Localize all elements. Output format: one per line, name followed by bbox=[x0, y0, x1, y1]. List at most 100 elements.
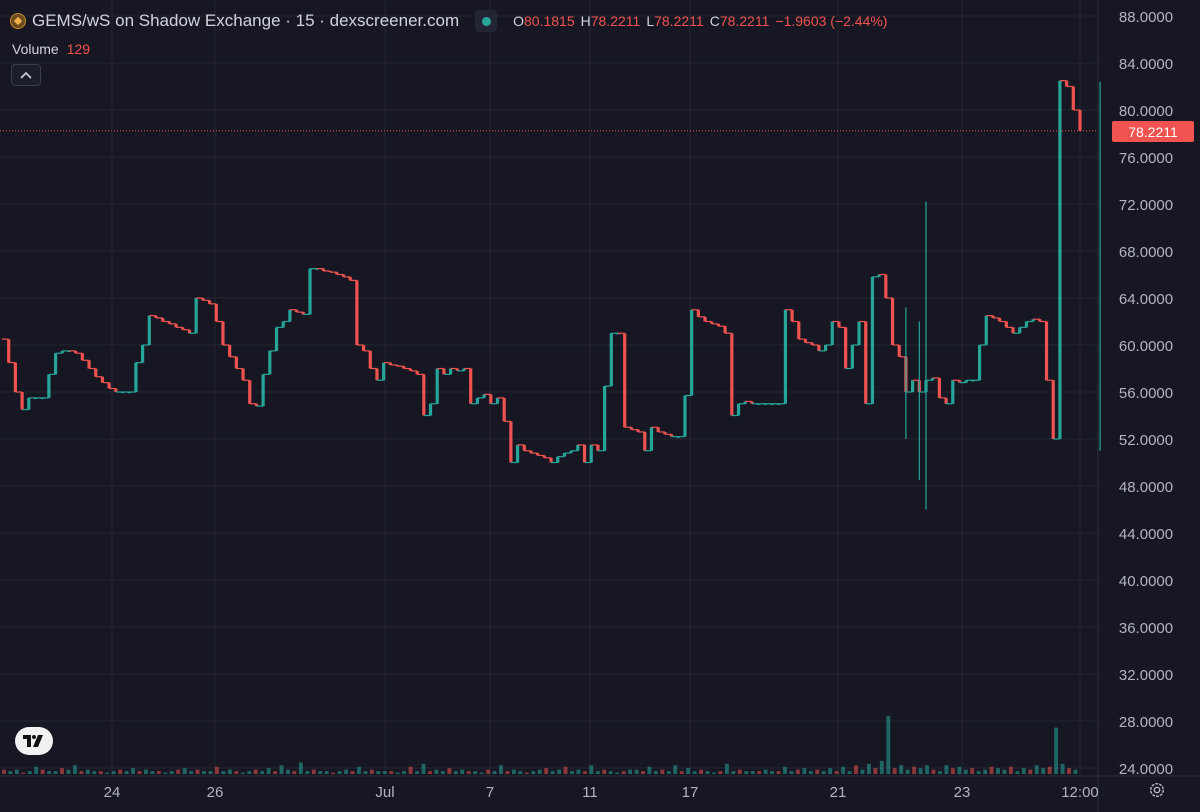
y-tick-label: 52.0000 bbox=[1119, 432, 1173, 449]
candle bbox=[569, 450, 573, 454]
candle bbox=[984, 315, 988, 345]
volume-bar bbox=[802, 768, 807, 774]
volume-bar bbox=[666, 771, 671, 774]
candle bbox=[951, 380, 955, 404]
volume-bar bbox=[273, 771, 277, 774]
volume-bar bbox=[608, 771, 613, 774]
volume-bar bbox=[79, 771, 84, 774]
volume-bar bbox=[1034, 765, 1039, 774]
candle bbox=[596, 444, 600, 451]
x-tick-label: 12:00 bbox=[1061, 784, 1099, 801]
candle bbox=[556, 456, 560, 463]
candle bbox=[643, 431, 647, 451]
volume-bar bbox=[989, 766, 994, 774]
volume-bar bbox=[124, 771, 129, 774]
volume-bar bbox=[202, 771, 206, 774]
y-tick-label: 60.0000 bbox=[1119, 338, 1173, 355]
ohlc-change: −1.9603 (−2.44%) bbox=[775, 13, 888, 29]
candle bbox=[469, 368, 473, 404]
candle bbox=[228, 345, 232, 357]
volume-bar bbox=[253, 769, 258, 774]
volume-bar bbox=[892, 768, 897, 774]
volume-bar bbox=[215, 766, 219, 774]
candle bbox=[1004, 321, 1008, 328]
candle bbox=[308, 268, 312, 315]
candle bbox=[134, 362, 138, 392]
volume-bar bbox=[382, 771, 387, 774]
volume-bar bbox=[156, 771, 161, 774]
candle bbox=[823, 345, 828, 351]
volume-bar bbox=[221, 771, 226, 774]
volume-bar bbox=[227, 769, 232, 774]
candle bbox=[221, 321, 225, 345]
candle bbox=[636, 429, 640, 432]
volume-bar bbox=[912, 766, 917, 774]
candle bbox=[74, 350, 78, 354]
volume-bar bbox=[505, 771, 510, 774]
volume-bar bbox=[557, 769, 562, 774]
candle bbox=[47, 374, 51, 398]
volume-bar bbox=[60, 768, 64, 774]
candle bbox=[341, 274, 346, 277]
candle bbox=[944, 397, 948, 404]
candle bbox=[609, 333, 613, 387]
candle bbox=[736, 403, 741, 416]
volume-bar bbox=[389, 771, 394, 774]
y-tick-label: 40.0000 bbox=[1119, 573, 1173, 590]
volume-bar bbox=[937, 771, 942, 774]
volume-bar bbox=[350, 771, 355, 774]
volume-bar bbox=[879, 760, 884, 774]
candle bbox=[964, 380, 968, 383]
y-axis: 88.0000 84.0000 80.0000 76.0000 72.0000 68.00… bbox=[1119, 9, 1173, 778]
volume-bar bbox=[14, 769, 19, 774]
y-tick-label: 56.0000 bbox=[1119, 385, 1173, 402]
volume-bar bbox=[344, 769, 348, 774]
candle bbox=[817, 345, 821, 351]
candle bbox=[562, 453, 567, 457]
y-tick-label: 88.0000 bbox=[1119, 9, 1173, 26]
volume-bar bbox=[602, 769, 607, 774]
ohlc-high-value: 78.2211 bbox=[590, 13, 641, 29]
volume-bar bbox=[983, 769, 988, 774]
volume-bar bbox=[776, 771, 781, 774]
status-toggle[interactable] bbox=[475, 10, 498, 32]
y-tick-label: 48.0000 bbox=[1119, 479, 1173, 496]
volume-bar bbox=[1073, 769, 1078, 774]
volume-bar bbox=[402, 771, 407, 774]
volume-bar bbox=[408, 766, 413, 774]
gear-icon[interactable] bbox=[1148, 781, 1166, 799]
candle bbox=[495, 397, 500, 404]
collapse-legend-button[interactable] bbox=[11, 64, 41, 86]
volume-bar bbox=[118, 769, 123, 774]
volume-bar bbox=[1067, 768, 1071, 774]
volume-bar bbox=[92, 771, 97, 774]
volume-bar bbox=[428, 771, 432, 774]
volume-bar bbox=[357, 766, 361, 774]
volume-bar bbox=[105, 772, 110, 774]
volume-bar bbox=[466, 771, 471, 774]
candle bbox=[281, 321, 285, 328]
volume-bar bbox=[337, 771, 342, 774]
candle bbox=[274, 327, 279, 351]
candle bbox=[991, 315, 995, 318]
candle bbox=[154, 315, 158, 318]
volume-bar bbox=[311, 769, 316, 774]
volume-bar bbox=[763, 769, 768, 774]
volume-bar bbox=[21, 772, 26, 774]
candle bbox=[194, 298, 198, 334]
candle bbox=[549, 457, 553, 463]
volume-bar bbox=[673, 765, 678, 774]
x-tick-label: 17 bbox=[682, 784, 699, 801]
live-dot-icon bbox=[481, 16, 491, 26]
candle bbox=[455, 368, 459, 371]
volume-bar bbox=[331, 772, 336, 774]
tradingview-logo-icon[interactable] bbox=[15, 727, 53, 755]
volume-bar bbox=[821, 771, 826, 774]
volume-bar bbox=[737, 769, 742, 774]
x-tick-label: 11 bbox=[582, 784, 598, 801]
volume-bar bbox=[996, 768, 1000, 774]
candle bbox=[27, 397, 31, 410]
volume-bar bbox=[176, 769, 181, 774]
candle bbox=[783, 309, 787, 404]
